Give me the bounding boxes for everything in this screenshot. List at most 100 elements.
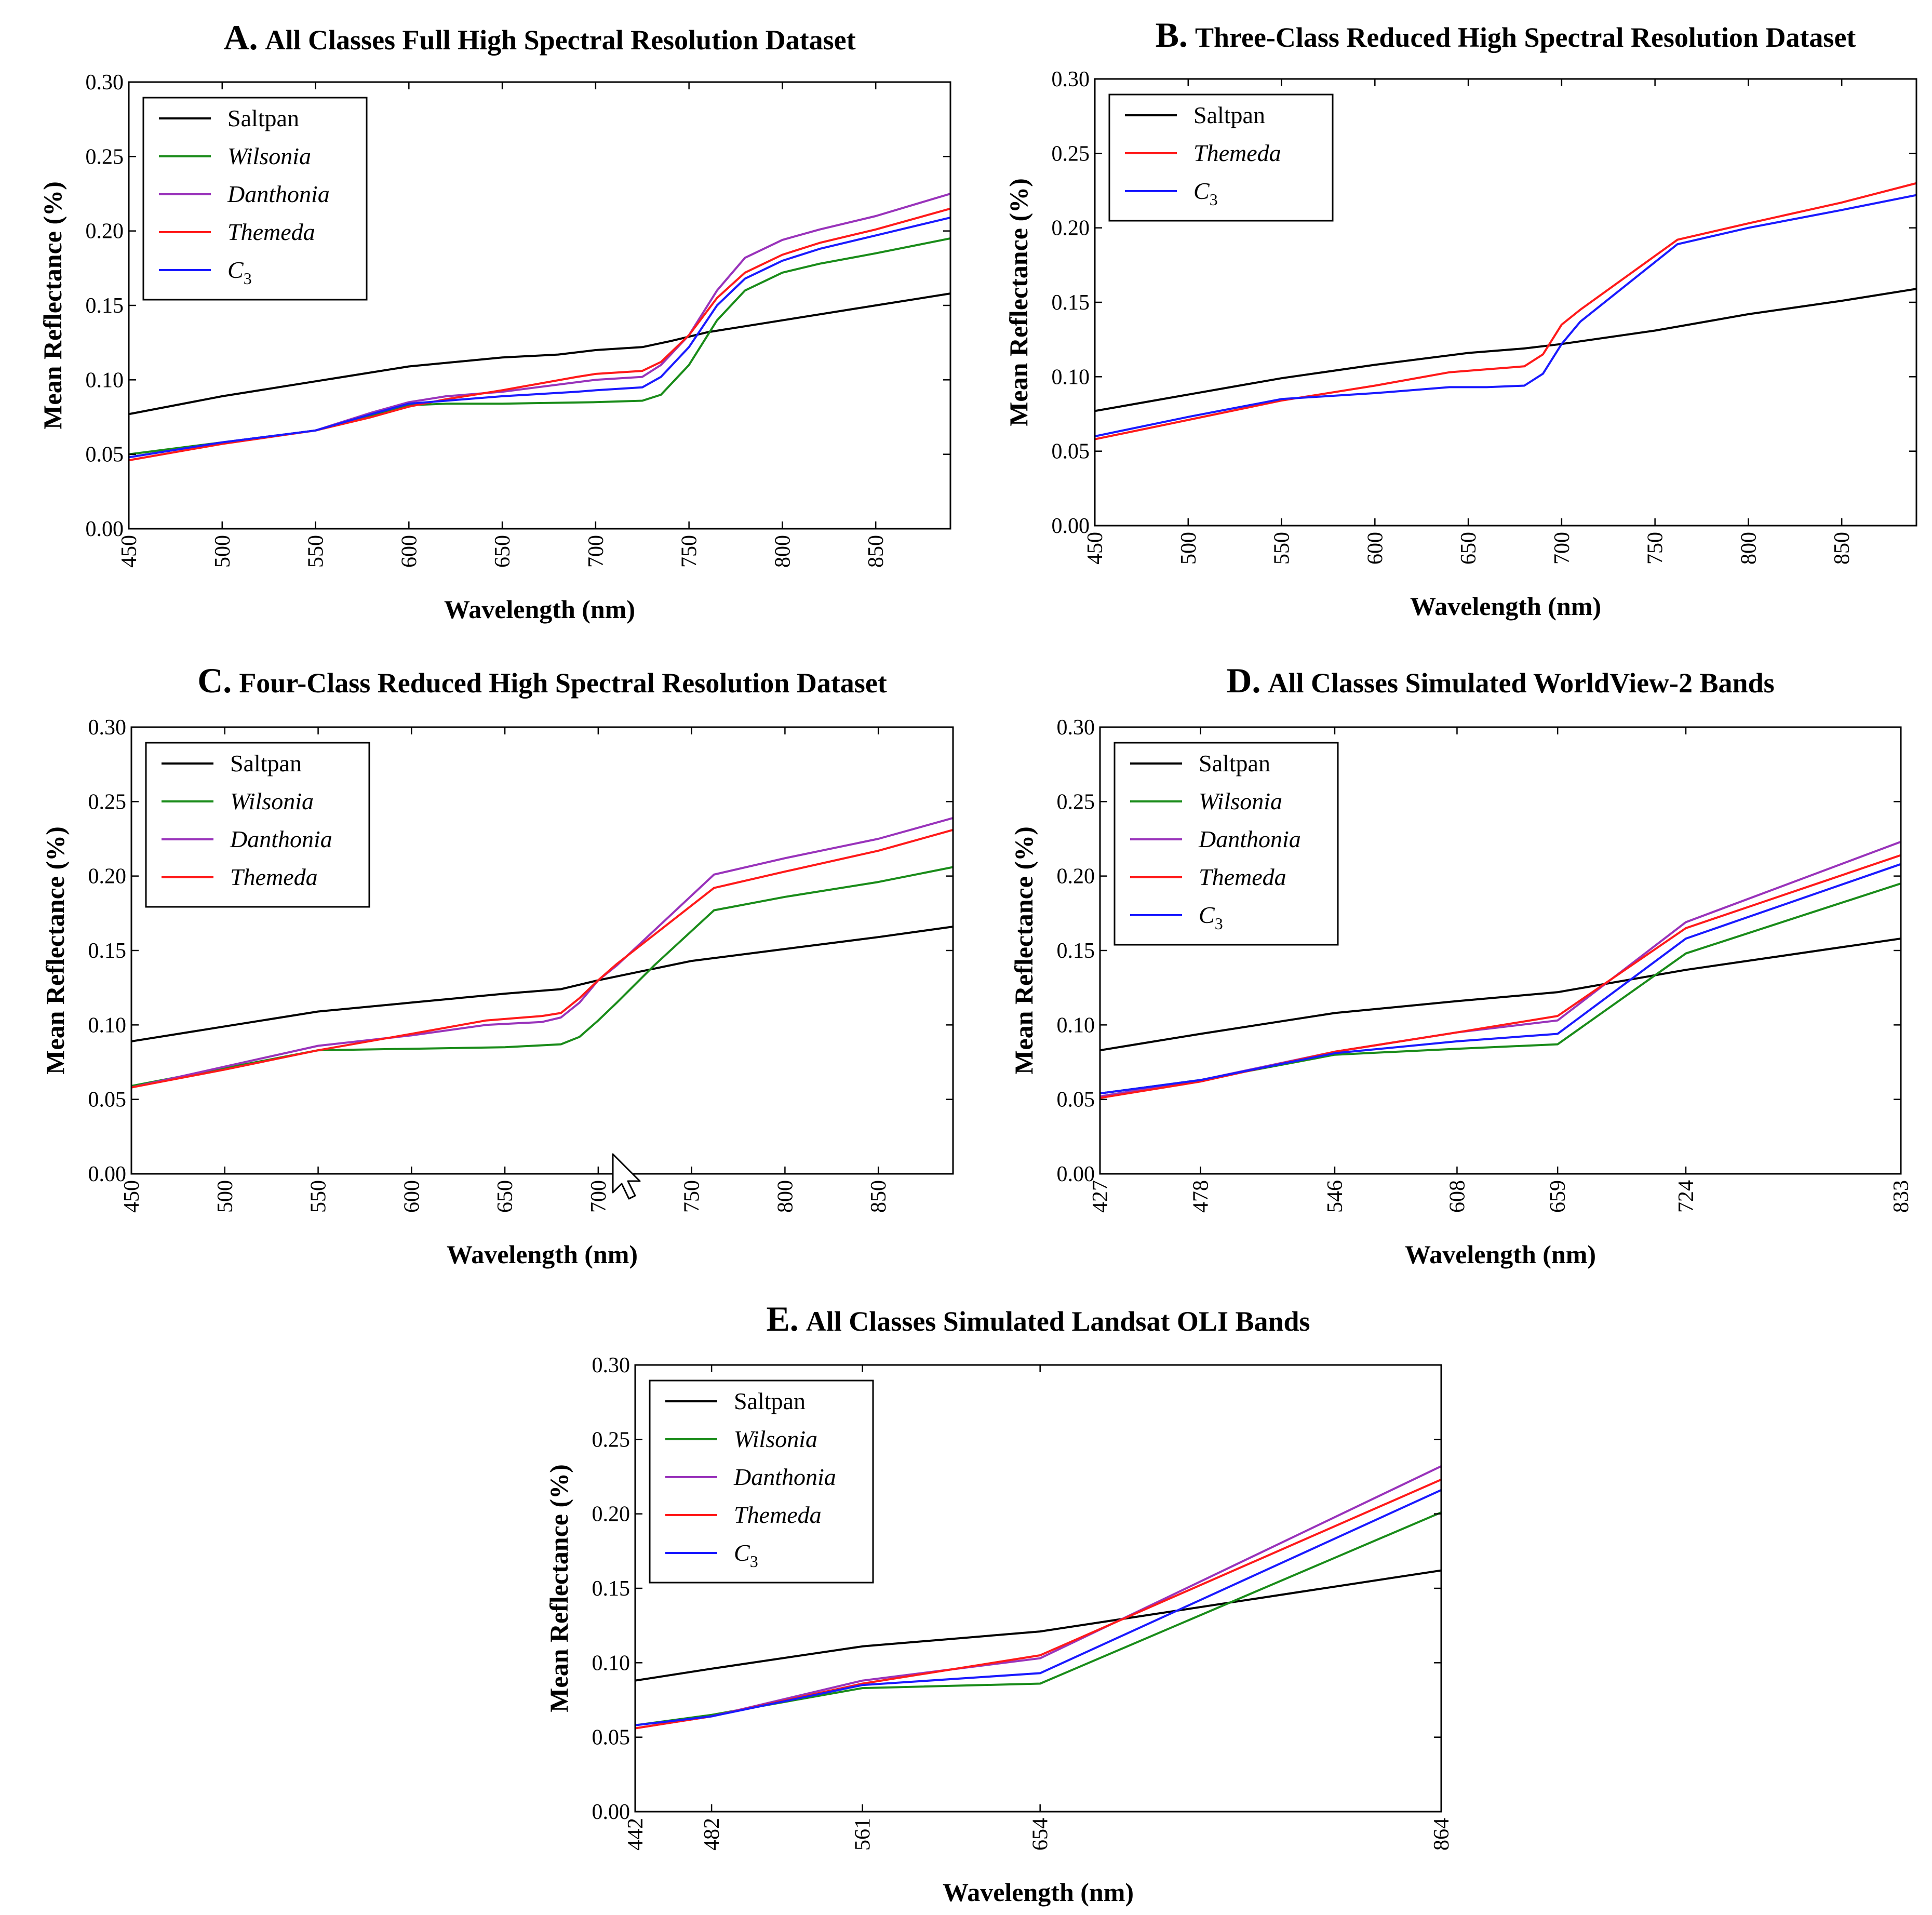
- x-tick-label: 800: [771, 535, 795, 568]
- x-tick-label: 500: [211, 535, 235, 568]
- y-tick-label: 0.20: [88, 865, 127, 889]
- y-tick-label: 0.15: [1052, 291, 1090, 315]
- chart-title-text-e: All Classes Simulated Landsat OLI Bands: [806, 1306, 1310, 1337]
- chart-letter-a: A.: [223, 18, 258, 57]
- chart-a: A. All Classes Full High Spectral Resolut…: [38, 18, 951, 624]
- series-line-saltpan: [131, 926, 953, 1042]
- chart-title-e: E. All Classes Simulated Landsat OLI Band…: [766, 1299, 1310, 1338]
- chart-letter-e: E.: [766, 1299, 798, 1338]
- chart-e: E. All Classes Simulated Landsat OLI Band…: [544, 1299, 1454, 1907]
- series-line-c3: [635, 1489, 1441, 1726]
- chart-c: C. Four-Class Reduced High Spectral Resol…: [41, 661, 954, 1269]
- legend-label-themeda: Themeda: [227, 219, 315, 245]
- x-tick-label: 750: [678, 535, 702, 568]
- x-tick-label: 750: [680, 1180, 704, 1213]
- x-tick-label: 546: [1323, 1180, 1347, 1213]
- chart-letter-b: B.: [1156, 15, 1188, 55]
- x-tick-label: 450: [120, 1180, 144, 1213]
- x-tick-label: 500: [1177, 532, 1201, 565]
- x-axis-label-e: Wavelength (nm): [943, 1878, 1134, 1907]
- y-tick-label: 0.20: [1052, 217, 1090, 240]
- y-tick-label: 0.25: [86, 145, 124, 169]
- legend-label-subscript: 3: [244, 269, 252, 288]
- y-tick-label: 0.10: [592, 1651, 630, 1675]
- y-tick-label: 0.00: [86, 517, 124, 541]
- y-tick-label: 0.10: [88, 1013, 127, 1037]
- y-tick-label: 0.05: [1057, 1088, 1095, 1112]
- legend-label-themeda: Themeda: [1199, 864, 1286, 890]
- y-tick-label: 0.20: [86, 220, 124, 244]
- y-tick-label: 0.05: [86, 443, 124, 467]
- legend-label-subscript: 3: [1215, 914, 1223, 933]
- legend-label-themeda: Themeda: [734, 1502, 822, 1528]
- y-axis-label-b: Mean Reflectance (%): [1004, 178, 1033, 426]
- x-axis-label-c: Wavelength (nm): [447, 1240, 638, 1269]
- series-lines-d: [1100, 840, 1901, 1099]
- x-tick-label: 608: [1445, 1180, 1469, 1213]
- series-lines-a: [129, 193, 950, 462]
- x-tick-label: 833: [1889, 1180, 1913, 1213]
- y-tick-label: 0.15: [88, 939, 127, 963]
- x-tick-label: 850: [1830, 532, 1854, 565]
- chart-letter-c: C.: [197, 661, 232, 700]
- x-tick-label: 700: [1550, 532, 1574, 565]
- y-tick-label: 0.10: [1052, 365, 1090, 389]
- chart-title-text-c: Four-Class Reduced High Spectral Resolut…: [239, 667, 887, 699]
- x-tick-label: 450: [117, 535, 141, 568]
- y-tick-label: 0.30: [1057, 716, 1095, 740]
- y-tick-label: 0.10: [86, 368, 124, 392]
- y-tick-label: 0.00: [1057, 1162, 1095, 1186]
- legend-label-subscript: 3: [750, 1552, 758, 1571]
- x-tick-label: 500: [213, 1180, 237, 1213]
- y-axis-label-e: Mean Reflectance (%): [544, 1464, 573, 1712]
- x-tick-label: 750: [1644, 532, 1668, 565]
- x-tick-label: 600: [1363, 532, 1387, 565]
- chart-d: D. All Classes Simulated WorldView-2 Band…: [1009, 661, 1913, 1269]
- series-line-themeda: [129, 207, 950, 462]
- legend-label-saltpan: Saltpan: [1199, 750, 1270, 776]
- legend-label-wilsonia: Wilsonia: [734, 1426, 817, 1452]
- series-line-saltpan: [129, 292, 950, 416]
- chart-title-a: A. All Classes Full High Spectral Resolut…: [223, 18, 855, 57]
- y-axis-label-d: Mean Reflectance (%): [1009, 826, 1038, 1075]
- x-tick-label: 700: [587, 1180, 611, 1213]
- y-tick-label: 0.30: [1052, 68, 1090, 91]
- y-tick-label: 0.15: [592, 1577, 630, 1601]
- chart-title-text-b: Three-Class Reduced High Spectral Resolu…: [1195, 22, 1856, 53]
- y-tick-label: 0.25: [88, 790, 127, 814]
- legend-label-themeda: Themeda: [230, 864, 318, 890]
- x-tick-label: 800: [773, 1180, 797, 1213]
- chart-title-b: B. Three-Class Reduced High Spectral Reso…: [1156, 15, 1856, 55]
- chart-title-d: D. All Classes Simulated WorldView-2 Band…: [1226, 661, 1774, 700]
- series-lines-c: [131, 816, 953, 1089]
- x-axis-label-b: Wavelength (nm): [1410, 592, 1601, 621]
- y-tick-label: 0.00: [592, 1800, 630, 1824]
- x-tick-label: 850: [864, 535, 888, 568]
- chart-title-c: C. Four-Class Reduced High Spectral Resol…: [197, 661, 887, 700]
- y-tick-label: 0.30: [592, 1354, 630, 1377]
- y-tick-label: 0.25: [592, 1428, 630, 1452]
- x-tick-label: 550: [307, 1180, 331, 1213]
- x-tick-label: 800: [1737, 532, 1761, 565]
- legend-label-saltpan: Saltpan: [230, 750, 302, 776]
- x-tick-label: 450: [1083, 532, 1107, 565]
- chart-letter-d: D.: [1226, 661, 1260, 700]
- mouse-pointer-shape: [612, 1153, 641, 1200]
- y-tick-label: 0.10: [1057, 1013, 1095, 1037]
- series-line-themeda: [131, 828, 953, 1089]
- series-line-c3: [1095, 194, 1916, 437]
- x-tick-label: 561: [851, 1818, 875, 1851]
- series-line-danthonia: [131, 816, 953, 1089]
- x-tick-label: 654: [1029, 1818, 1053, 1851]
- x-tick-label: 442: [624, 1818, 648, 1851]
- series-lines-e: [635, 1465, 1441, 1730]
- legend-label-danthonia: Danthonia: [230, 826, 332, 852]
- legend-box: [649, 1380, 874, 1584]
- x-tick-label: 659: [1546, 1180, 1570, 1213]
